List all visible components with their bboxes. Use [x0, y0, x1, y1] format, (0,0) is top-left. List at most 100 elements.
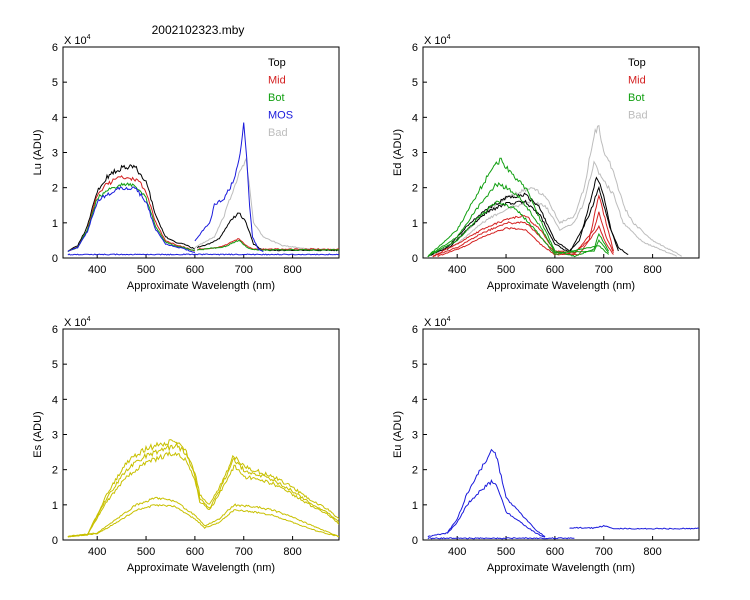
y-tick-label: 6	[52, 42, 58, 54]
x-tick-label: 400	[448, 264, 466, 276]
series-line-ed-7	[427, 157, 610, 258]
x-tick-label: 500	[137, 264, 155, 276]
x-tick-label: 400	[88, 264, 106, 276]
series-group	[427, 448, 699, 540]
series-line-es-3	[67, 496, 339, 538]
series-line-ed-8	[427, 182, 609, 258]
y-multiplier-exponent: 4	[447, 316, 451, 323]
y-tick-label: 2	[412, 183, 418, 195]
series-line-ed-0	[427, 124, 683, 258]
y-tick-label: 5	[412, 359, 418, 371]
series-line-lu-4	[197, 238, 339, 251]
y-multiplier-exponent: 4	[87, 34, 91, 41]
series-line-lu-2	[196, 212, 339, 252]
y-tick-label: 3	[52, 148, 58, 160]
y-tick-label: 2	[412, 465, 418, 477]
x-tick-label: 600	[546, 546, 564, 558]
series-line-eu-3	[427, 537, 575, 540]
legend-entry: MOS	[268, 110, 293, 122]
legend-entry: Top	[628, 57, 646, 69]
series-line-ed-5	[432, 211, 614, 258]
x-tick-label: 500	[497, 264, 515, 276]
x-tick-label: 800	[283, 264, 301, 276]
chart-ed: 0 1 2 3 4 5 6 400 500 600 700 800 X 104 Approximate W…	[392, 34, 700, 292]
y-tick-label: 1	[52, 218, 58, 230]
y-tick-label: 6	[52, 324, 58, 336]
y-tick-label: 4	[52, 112, 58, 124]
y-tick-label: 4	[412, 394, 418, 406]
y-axis-label: Es (ADU)	[32, 411, 44, 457]
figure-title: 2002102323.mby	[152, 23, 245, 37]
y-tick-label: 2	[52, 183, 58, 195]
x-axis-label: Approximate Wavelength (nm)	[127, 562, 275, 574]
series-group	[67, 439, 339, 538]
series-line-es-1	[67, 439, 339, 538]
series-line-lu-1	[67, 164, 196, 252]
x-axis-label: Approximate Wavelength (nm)	[127, 280, 275, 292]
series-line-lu-7	[67, 186, 196, 254]
legend-entry: Bot	[628, 92, 645, 104]
series-line-eu-1	[446, 479, 546, 538]
x-tick-label: 700	[235, 546, 253, 558]
x-tick-label: 600	[546, 264, 564, 276]
x-tick-label: 800	[643, 264, 661, 276]
y-tick-label: 0	[412, 535, 418, 547]
series-line-lu-8	[194, 122, 264, 253]
y-axis-label: Eu (ADU)	[392, 411, 404, 458]
y-multiplier: X 104	[424, 34, 451, 47]
x-tick-label: 600	[186, 264, 204, 276]
y-tick-label: 6	[412, 324, 418, 336]
y-tick-label: 2	[52, 465, 58, 477]
series-line-ed-1	[427, 160, 678, 258]
y-axis-label: Lu (ADU)	[32, 130, 44, 176]
y-multiplier-exponent: 4	[447, 34, 451, 41]
legend-entry: Top	[268, 57, 286, 69]
x-tick-label: 700	[235, 264, 253, 276]
y-tick-label: 6	[412, 42, 418, 54]
chart-lu: 0 1 2 3 4 5 6 400 500 600 700 800 X 104 Approximate W…	[32, 34, 340, 292]
y-tick-label: 0	[412, 253, 418, 265]
series-line-eu-2	[569, 524, 699, 530]
series-line-es-2	[67, 450, 339, 538]
series-line-lu-5	[67, 182, 196, 252]
y-tick-label: 3	[412, 430, 418, 442]
series-line-ed-6	[437, 224, 614, 258]
y-tick-label: 5	[52, 77, 58, 89]
x-tick-label: 400	[88, 546, 106, 558]
y-multiplier: X 104	[64, 316, 91, 329]
plot-frame	[62, 328, 340, 541]
y-tick-label: 0	[52, 253, 58, 265]
y-tick-label: 3	[52, 430, 58, 442]
y-tick-label: 1	[52, 500, 58, 512]
x-tick-label: 500	[137, 546, 155, 558]
y-tick-label: 1	[412, 218, 418, 230]
y-tick-label: 1	[412, 500, 418, 512]
y-tick-label: 4	[412, 112, 418, 124]
legend-entry: Bad	[628, 110, 648, 122]
x-tick-label: 400	[448, 546, 466, 558]
series-group	[67, 122, 339, 256]
x-tick-label: 700	[595, 264, 613, 276]
series-line-ed-9	[427, 200, 609, 258]
series-line-ed-3	[446, 185, 619, 254]
y-axis-label: Ed (ADU)	[392, 129, 404, 176]
legend-entry: Mid	[268, 75, 286, 87]
series-line-es-4	[67, 504, 339, 538]
y-tick-label: 3	[412, 148, 418, 160]
series-group	[427, 124, 683, 258]
y-tick-label: 0	[52, 535, 58, 547]
y-multiplier: X 104	[64, 34, 91, 47]
x-tick-label: 800	[283, 546, 301, 558]
y-tick-label: 4	[52, 394, 58, 406]
y-multiplier: X 104	[424, 316, 451, 329]
chart-eu: 0 1 2 3 4 5 6 400 500 600 700 800 X 104 Approximate W…	[392, 316, 700, 574]
legend-entry: Bot	[268, 92, 285, 104]
chart-es: 0 1 2 3 4 5 6 400 500 600 700 800 X 104 Approximate W…	[32, 316, 340, 574]
x-tick-label: 600	[186, 546, 204, 558]
series-line-ed-2	[427, 176, 629, 258]
y-tick-label: 5	[412, 77, 418, 89]
x-axis-label: Approximate Wavelength (nm)	[487, 280, 635, 292]
series-line-lu-6	[197, 239, 339, 251]
